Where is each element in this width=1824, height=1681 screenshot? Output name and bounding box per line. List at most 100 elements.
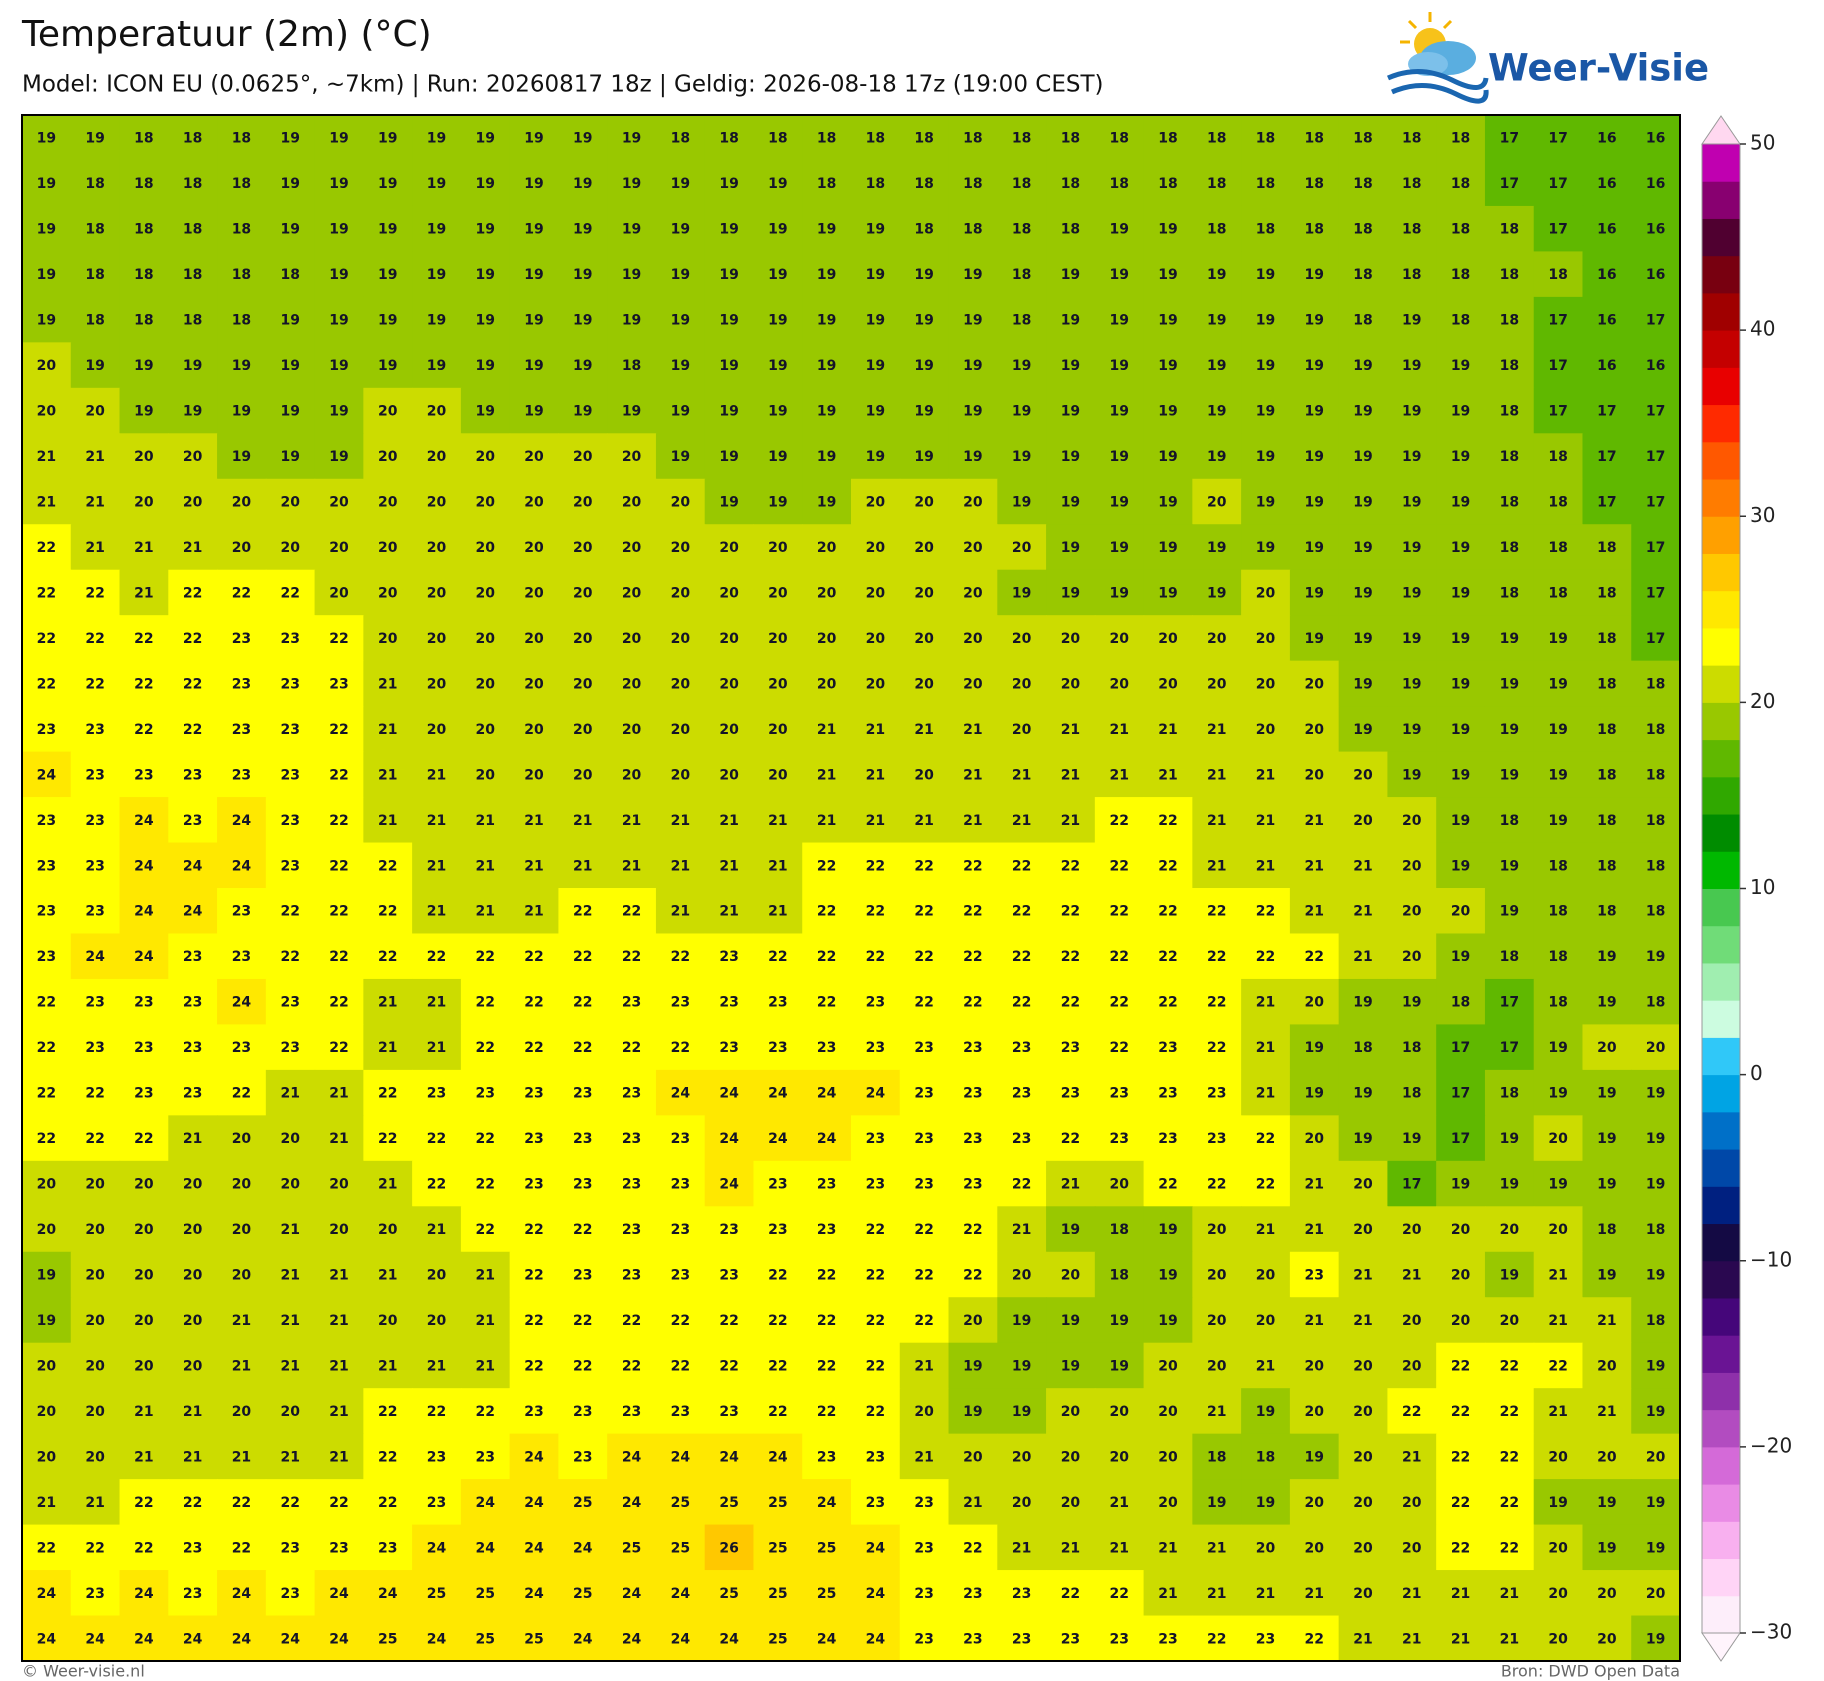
temperature-label: 19 — [1500, 904, 1519, 920]
temperature-label: 19 — [1646, 1495, 1665, 1511]
temperature-cell — [899, 433, 950, 480]
temperature-label: 20 — [817, 676, 837, 692]
temperature-label: 25 — [768, 1631, 787, 1647]
temperature-cell — [168, 296, 218, 343]
temperature-label: 19 — [427, 222, 446, 238]
temperature-label: 18 — [1646, 676, 1665, 692]
temperature-label: 22 — [914, 995, 933, 1011]
temperature-label: 22 — [476, 1040, 495, 1056]
temperature-label: 22 — [524, 949, 543, 965]
temperature-label: 20 — [817, 631, 837, 647]
temperature-cell — [1241, 706, 1291, 753]
temperature-label: 20 — [914, 767, 934, 783]
temperature-cell — [851, 478, 901, 525]
temperature-cell — [1289, 342, 1340, 389]
temperature-label: 22 — [85, 1086, 104, 1102]
temperature-label: 21 — [914, 813, 933, 829]
temperature-label: 19 — [1207, 449, 1226, 465]
temperature-label: 20 — [476, 540, 496, 556]
temperature-cell — [1387, 978, 1437, 1026]
temperature-cell — [655, 615, 706, 662]
temperature-label: 21 — [37, 449, 56, 465]
colorbar-band — [1702, 330, 1740, 368]
temperature-label: 18 — [1597, 676, 1616, 692]
temperature-label: 20 — [963, 1313, 983, 1329]
temperature-label: 18 — [719, 131, 738, 147]
temperature-cell — [753, 660, 803, 707]
temperature-cell — [851, 569, 901, 616]
temperature-cell — [948, 160, 998, 207]
temperature-cell — [655, 1206, 706, 1253]
temperature-cell — [1046, 524, 1096, 571]
temperature-cell — [1387, 751, 1437, 798]
temperature-label: 25 — [671, 1540, 690, 1556]
temperature-cell — [997, 706, 1047, 753]
temperature-cell — [948, 478, 998, 525]
temperature-label: 20 — [232, 1131, 252, 1147]
temperature-label: 21 — [476, 858, 495, 874]
temperature-cell — [948, 660, 998, 707]
temperature-label: 20 — [1061, 1404, 1081, 1420]
temperature-label: 21 — [280, 1086, 299, 1102]
temperature-cell — [1289, 524, 1340, 571]
temperature-label: 22 — [1012, 995, 1031, 1011]
temperature-label: 19 — [476, 176, 495, 192]
temperature-cell — [997, 1206, 1047, 1253]
temperature-cell — [753, 115, 803, 162]
temperature-label: 21 — [1353, 1313, 1372, 1329]
temperature-label: 18 — [1305, 176, 1324, 192]
temperature-label: 20 — [671, 585, 691, 601]
temperature-cell — [265, 296, 316, 343]
temperature-cell — [1387, 251, 1437, 298]
logo-text: Weer-Visie — [1488, 47, 1709, 90]
temperature-cell — [119, 387, 169, 434]
temperature-label: 22 — [232, 585, 251, 601]
temperature-label: 21 — [378, 1268, 397, 1284]
temperature-label: 23 — [280, 676, 299, 692]
temperature-cell — [1631, 387, 1681, 434]
temperature-label: 24 — [866, 1540, 886, 1556]
temperature-cell — [899, 751, 950, 798]
temperature-label: 21 — [1207, 1540, 1226, 1556]
temperature-label: 23 — [914, 1040, 933, 1056]
temperature-label: 22 — [524, 1358, 543, 1374]
temperature-label: 18 — [1402, 267, 1421, 283]
temperature-label: 19 — [1597, 1268, 1616, 1284]
temperature-label: 21 — [1207, 722, 1226, 738]
temperature-label: 23 — [37, 949, 56, 965]
temperature-cell — [753, 797, 803, 844]
temperature-label: 22 — [1061, 995, 1080, 1011]
temperature-label: 19 — [524, 222, 543, 238]
temperature-label: 19 — [1353, 358, 1372, 374]
temperature-label: 18 — [85, 222, 104, 238]
temperature-label: 19 — [85, 358, 104, 374]
temperature-label: 21 — [963, 767, 982, 783]
temperature-label: 20 — [1353, 813, 1373, 829]
temperature-label: 17 — [1597, 404, 1616, 420]
temperature-cell — [558, 978, 608, 1026]
temperature-cell — [1631, 933, 1681, 980]
temperature-label: 20 — [1305, 1358, 1325, 1374]
temperature-label: 20 — [1353, 767, 1373, 783]
temperature-label: 18 — [183, 267, 202, 283]
temperature-label: 19 — [1402, 631, 1421, 647]
temperature-cell — [1631, 1024, 1681, 1071]
temperature-label: 19 — [963, 404, 982, 420]
temperature-cell — [70, 1160, 121, 1207]
temperature-cell — [1046, 1206, 1096, 1253]
temperature-label: 21 — [1256, 1222, 1275, 1238]
temperature-cell — [1289, 888, 1340, 935]
temperature-cell — [460, 615, 511, 662]
temperature-cell — [1289, 296, 1340, 343]
temperature-cell — [168, 1069, 218, 1116]
temperature-label: 22 — [37, 585, 56, 601]
temperature-label: 22 — [1256, 904, 1275, 920]
temperature-cell — [363, 251, 413, 298]
temperature-cell — [704, 569, 755, 616]
temperature-cell — [119, 797, 169, 844]
temperature-label: 19 — [1548, 813, 1567, 829]
temperature-label: 20 — [1012, 1449, 1032, 1465]
temperature-label: 19 — [963, 1404, 982, 1420]
temperature-label: 23 — [622, 995, 641, 1011]
temperature-label: 21 — [134, 585, 153, 601]
